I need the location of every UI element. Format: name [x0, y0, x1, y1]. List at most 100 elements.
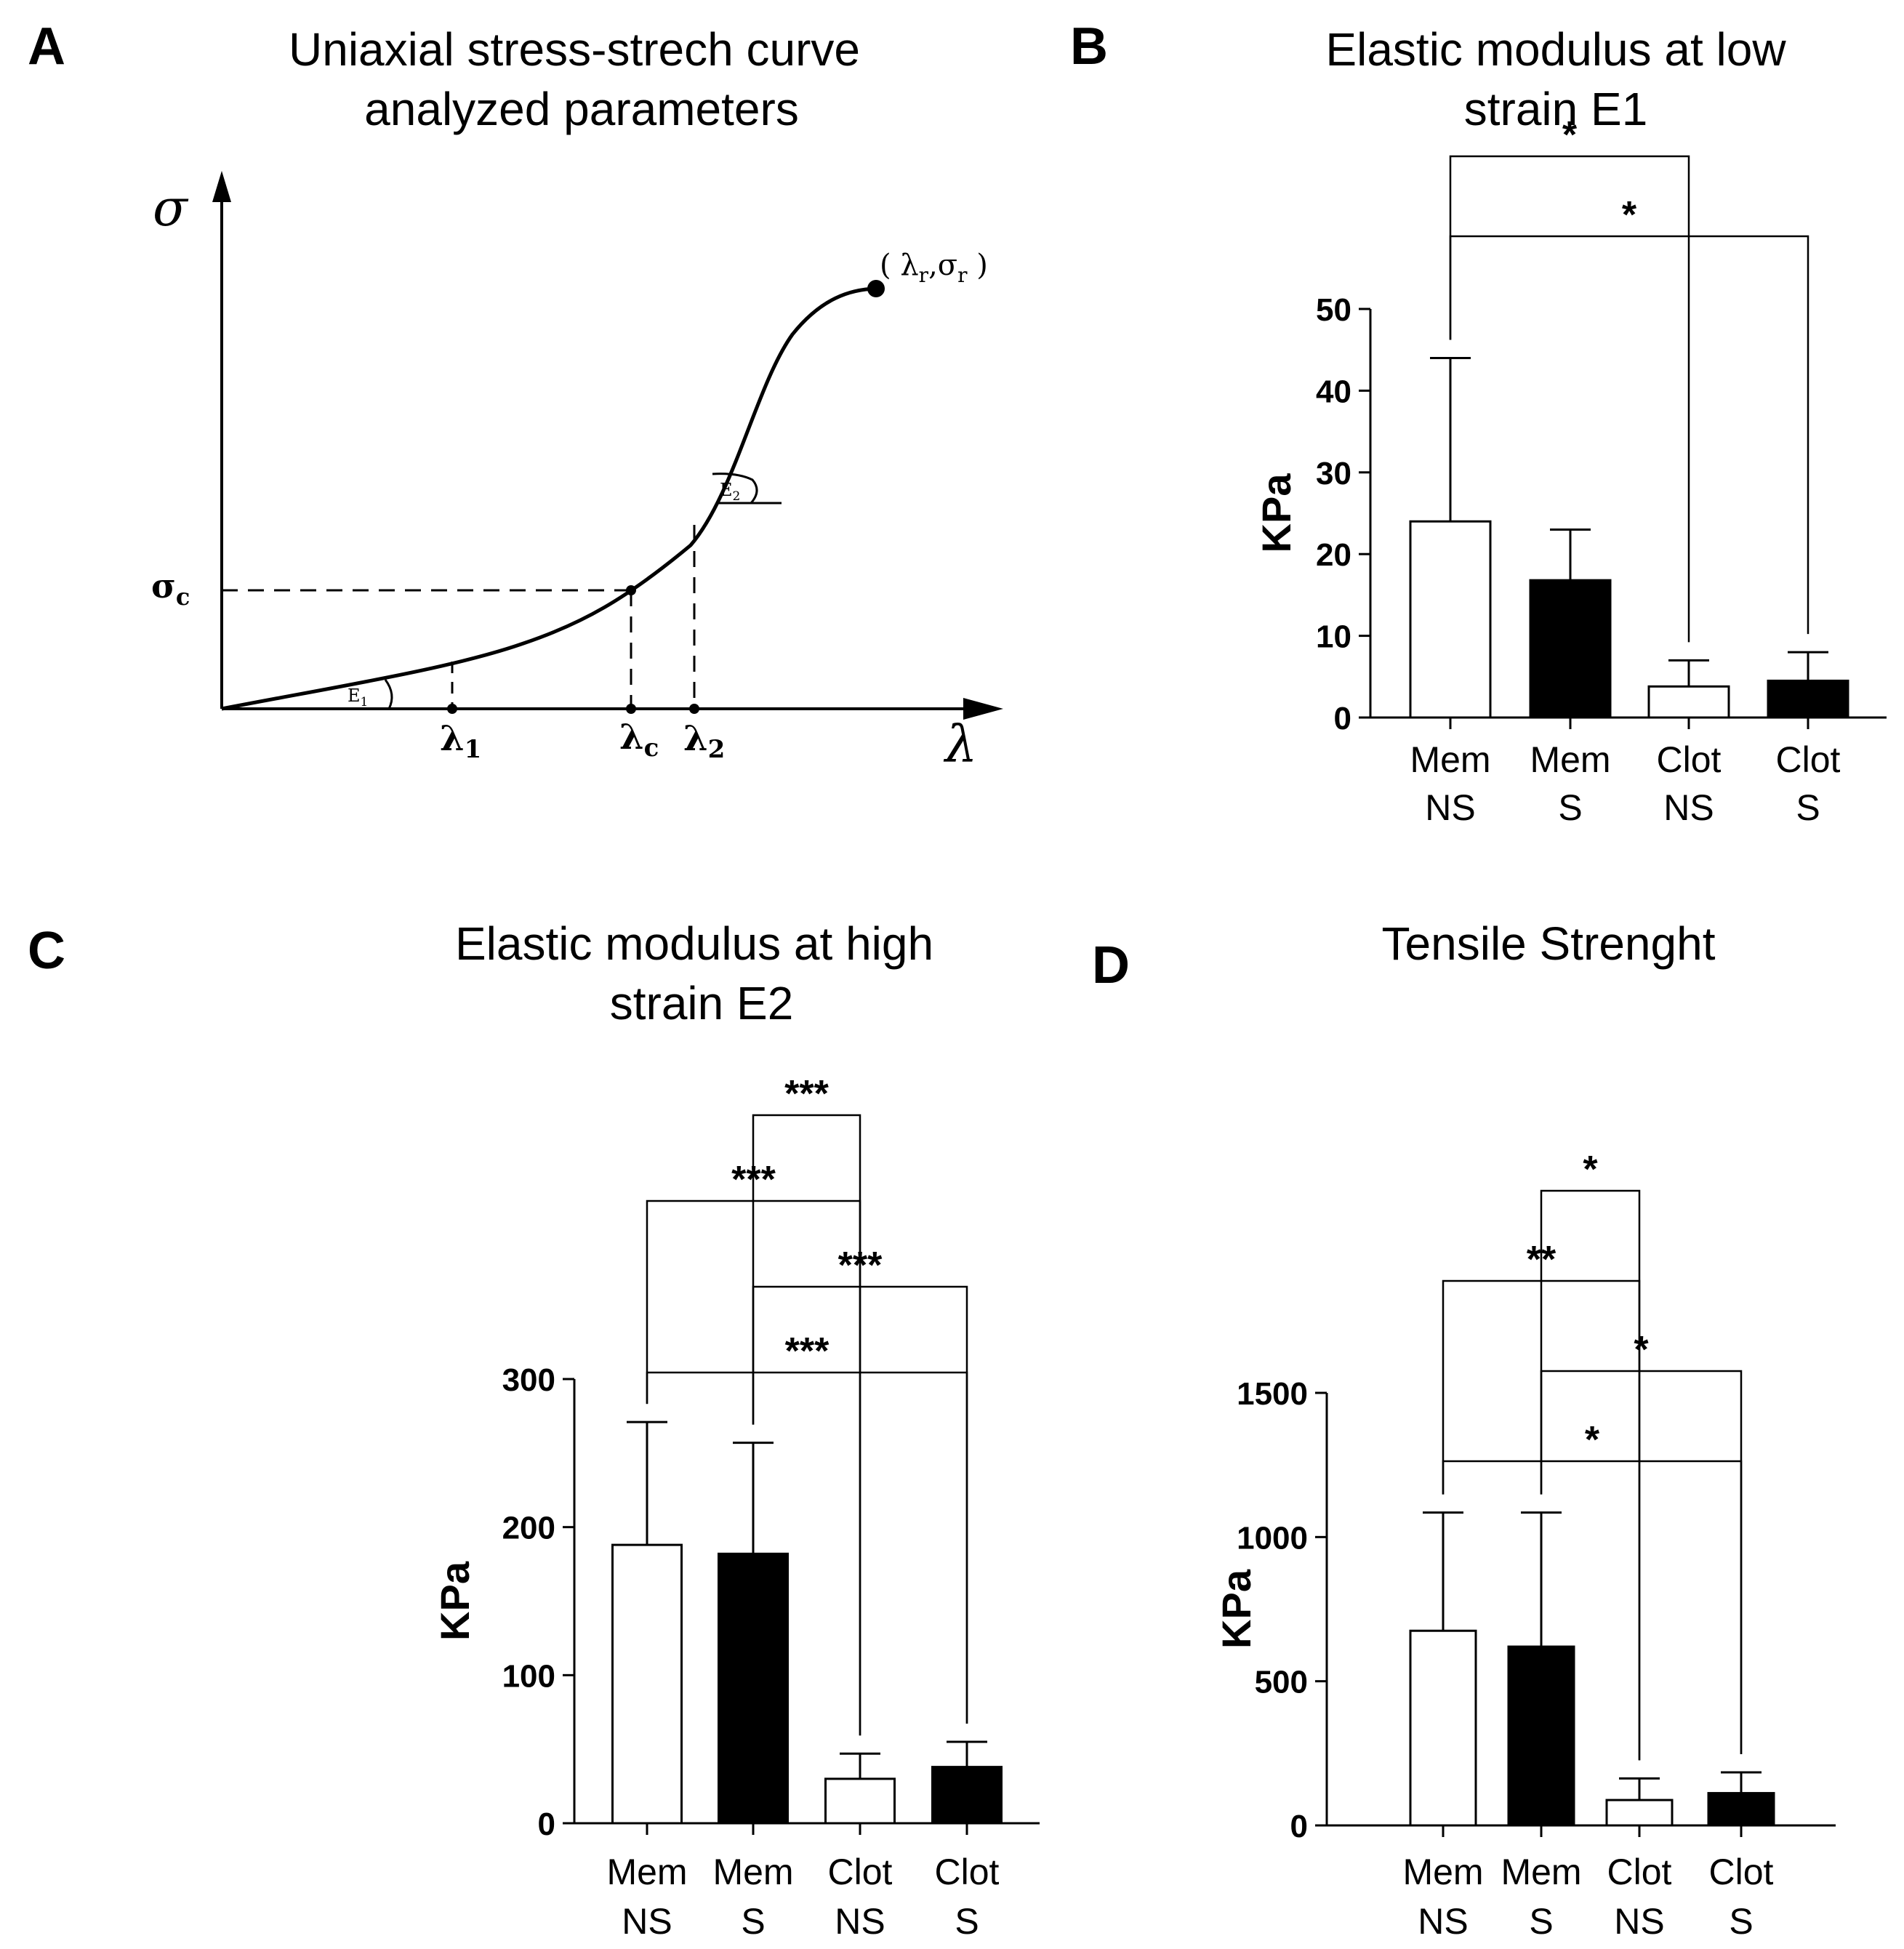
- category-sublabel-b-2: S: [1558, 787, 1582, 828]
- significance-bracket-b-2: [1449, 235, 1809, 635]
- category-label-c-4: Clot: [935, 1852, 1000, 1892]
- significance-label-c-3: ***: [838, 1245, 883, 1287]
- y-axis-label-d: KPa: [1213, 1569, 1259, 1649]
- y-tick-label-d: 1500: [1237, 1376, 1308, 1412]
- y-tick-label-b: 0: [1334, 701, 1351, 736]
- category-label-b-4: Clot: [1776, 739, 1841, 780]
- y-axis-label-c: KPa: [432, 1561, 478, 1641]
- category-sublabel-c-1: NS: [622, 1901, 672, 1942]
- y-tick-label-c: 200: [502, 1511, 555, 1546]
- panel-d: D Tensile Strenght 0 500 1000 1500 KPa Mem NS M…: [1092, 917, 1836, 1942]
- category-sublabel-c-3: NS: [835, 1901, 885, 1942]
- lambda-1-label: λ1: [440, 718, 481, 764]
- stretch-axis-arrow-icon: [963, 698, 1003, 720]
- significance-label-c-4: ***: [785, 1330, 830, 1373]
- category-sublabel-b-3: NS: [1663, 787, 1714, 828]
- panel-b: B Elastic modulus at low strain E1 0 10 20…: [1070, 17, 1887, 828]
- significance-bracket-d-4: [1442, 1460, 1743, 1755]
- e2-label: E2: [720, 480, 740, 504]
- category-sublabel-c-2: S: [741, 1901, 765, 1942]
- significance-label-d-4: *: [1585, 1419, 1600, 1461]
- category-label-c-3: Clot: [828, 1852, 893, 1892]
- category-label-d-1: Mem: [1402, 1852, 1483, 1892]
- bar-b-3: [1647, 685, 1730, 719]
- panel-a-title-line2: analyzed parameters: [364, 83, 799, 135]
- significance-label-d-2: **: [1527, 1239, 1556, 1281]
- panel-letter-a: A: [28, 17, 65, 76]
- sigma-c-label: σc: [151, 566, 190, 611]
- significance-label-d-1: *: [1583, 1149, 1598, 1191]
- category-label-b-1: Mem: [1410, 739, 1490, 780]
- panel-a: A Uniaxial stress-strech curve analyzed …: [28, 17, 1003, 774]
- stress-strech-curve: [221, 286, 877, 711]
- y-tick-label-c: 0: [538, 1807, 555, 1842]
- panel-letter-c: C: [28, 922, 65, 980]
- lambda-c-label: λc: [619, 717, 659, 763]
- y-tick-label-b: 10: [1316, 619, 1351, 655]
- chart-b: 0 10 20 30 40 50 KPa Mem NS Mem S Clot NS Clot S * *: [1253, 114, 1887, 828]
- lambda-c-marker: [626, 704, 636, 714]
- category-sublabel-c-4: S: [955, 1901, 979, 1942]
- panel-c-title-line2: strain E2: [610, 977, 794, 1029]
- panel-letter-b: B: [1070, 17, 1108, 76]
- panel-c: C Elastic modulus at high strain E2 0 100…: [28, 917, 1040, 1942]
- panel-b-title-line2: strain E1: [1464, 83, 1648, 135]
- stress-axis-arrow-icon: [212, 171, 231, 202]
- y-tick-label-b: 50: [1316, 292, 1351, 328]
- category-sublabel-b-4: S: [1796, 787, 1820, 828]
- category-sublabel-d-2: S: [1529, 1901, 1553, 1942]
- y-tick-label-d: 0: [1290, 1809, 1308, 1844]
- bar-b-1: [1409, 520, 1492, 719]
- bar-d-4: [1707, 1792, 1775, 1827]
- y-tick-label-c: 100: [502, 1658, 555, 1694]
- y-tick-label-c: 300: [502, 1362, 555, 1398]
- panel-b-title-line1: Elastic modulus at low: [1325, 23, 1786, 76]
- y-axis-label-b: KPa: [1253, 473, 1299, 553]
- significance-label-c-2: ***: [731, 1159, 776, 1201]
- panel-letter-d: D: [1092, 936, 1130, 994]
- e2-angle-arc: [712, 473, 758, 504]
- bar-c-1: [611, 1543, 683, 1825]
- category-label-c-1: Mem: [606, 1852, 687, 1892]
- bar-c-3: [824, 1777, 896, 1825]
- sigma-axis-label: σ: [153, 178, 189, 238]
- lambda-axis-label: λ: [943, 715, 977, 774]
- category-sublabel-d-1: NS: [1418, 1901, 1468, 1942]
- bar-c-4: [931, 1766, 1003, 1825]
- chart-c: 0 100 200 300 KPa Mem NS Mem S Clot NS Clot S *** *** *…: [432, 1073, 1040, 1942]
- y-tick-label-b: 30: [1316, 456, 1351, 491]
- y-tick-label-b: 40: [1316, 374, 1351, 409]
- e1-angle-arc: [384, 679, 393, 710]
- significance-label-b-1: *: [1562, 114, 1578, 156]
- significance-bracket-c-2: [646, 1199, 861, 1736]
- category-label-c-2: Mem: [712, 1852, 793, 1892]
- bar-b-4: [1767, 679, 1849, 719]
- bar-d-2: [1507, 1645, 1575, 1827]
- lambda-1-marker: [447, 704, 457, 714]
- bar-d-3: [1605, 1799, 1674, 1827]
- category-sublabel-b-1: NS: [1425, 787, 1475, 828]
- category-label-d-2: Mem: [1501, 1852, 1581, 1892]
- lambda-2-marker: [689, 704, 699, 714]
- y-tick-label-d: 500: [1255, 1665, 1308, 1700]
- transition-point: [626, 585, 636, 595]
- significance-label-c-1: ***: [784, 1073, 829, 1115]
- panel-a-title-line1: Uniaxial stress-strech curve: [289, 23, 860, 76]
- y-tick-label-b: 20: [1316, 537, 1351, 573]
- bar-c-2: [718, 1552, 789, 1825]
- panel-c-title-line1: Elastic modulus at high: [455, 917, 933, 970]
- panel-d-title-line1: Tensile Strenght: [1382, 917, 1716, 970]
- bar-d-1: [1409, 1629, 1477, 1827]
- category-label-d-3: Clot: [1607, 1852, 1672, 1892]
- category-label-b-2: Mem: [1530, 739, 1610, 780]
- rupture-point-label: ( λr,σr ): [880, 249, 988, 287]
- y-tick-label-d: 1000: [1237, 1520, 1308, 1556]
- lambda-2-label: λ2: [683, 718, 725, 764]
- bar-b-2: [1529, 579, 1612, 719]
- significance-label-b-2: *: [1622, 194, 1637, 236]
- e1-label: E1: [348, 686, 368, 710]
- significance-bracket-d-2: [1442, 1279, 1641, 1761]
- category-label-d-4: Clot: [1709, 1852, 1774, 1892]
